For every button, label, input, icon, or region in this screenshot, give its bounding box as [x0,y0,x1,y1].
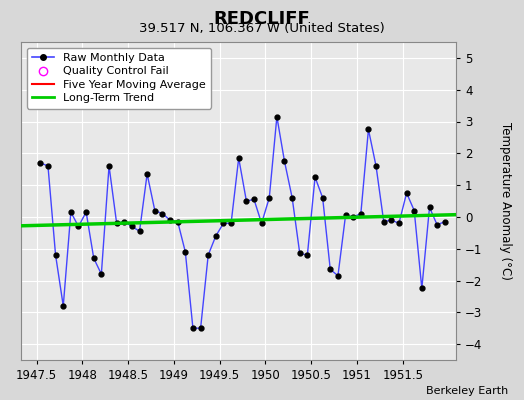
Legend: Raw Monthly Data, Quality Control Fail, Five Year Moving Average, Long-Term Tren: Raw Monthly Data, Quality Control Fail, … [27,48,212,109]
Text: REDCLIFF: REDCLIFF [214,10,310,28]
Text: Berkeley Earth: Berkeley Earth [426,386,508,396]
Y-axis label: Temperature Anomaly (°C): Temperature Anomaly (°C) [499,122,512,280]
Text: 39.517 N, 106.367 W (United States): 39.517 N, 106.367 W (United States) [139,22,385,35]
